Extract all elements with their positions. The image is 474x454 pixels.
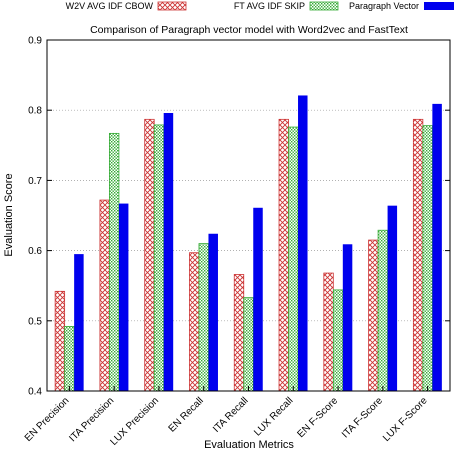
x-tick-label: LUX F-Score — [381, 395, 430, 444]
x-tick-label: LUX Precision — [108, 395, 161, 448]
x-tick-label: LUX Recall — [252, 395, 295, 438]
bars — [54, 95, 442, 392]
bar-paragraph-vector-en-recall — [208, 233, 218, 391]
y-tick-label: 0.4 — [28, 387, 42, 398]
bar-ft-avg-idf-skip-en-precision — [64, 326, 75, 392]
bar-w2v-avg-idf-cbow-lux-f-score — [412, 118, 424, 392]
bar-w2v-avg-idf-cbow-lux-precision — [144, 118, 155, 392]
y-tick-label: 0.5 — [28, 316, 42, 327]
bar-ft-avg-idf-skip-lux-f-score — [422, 125, 433, 392]
bar-ft-avg-idf-skip-en-f-score — [332, 289, 344, 392]
legend-label-w2v: W2V AVG IDF CBOW — [66, 1, 154, 11]
legend-label-paragraph-vector: Paragraph Vector — [349, 1, 419, 11]
x-tick-label: EN Recall — [167, 395, 206, 434]
y-tick-label: 0.7 — [28, 176, 42, 187]
legend: W2V AVG IDF CBOW FT AVG IDF SKIP Paragra… — [66, 1, 454, 11]
bar-paragraph-vector-ita-recall — [253, 207, 263, 391]
bar-paragraph-vector-lux-precision — [163, 113, 174, 391]
x-tick-label: ITA Recall — [211, 395, 250, 434]
legend-swatch-ft — [309, 1, 339, 11]
y-tick-label: 0.6 — [28, 246, 42, 257]
bar-ft-avg-idf-skip-ita-precision — [109, 132, 120, 392]
legend-label-ft: FT AVG IDF SKIP — [234, 1, 305, 11]
plot-frame — [46, 39, 451, 392]
bar-paragraph-vector-ita-precision — [118, 203, 129, 391]
bar-paragraph-vector-lux-f-score — [432, 103, 442, 391]
bar-ft-avg-idf-skip-lux-recall — [288, 126, 299, 392]
x-axis-title: Evaluation Metrics — [204, 439, 294, 451]
bar-w2v-avg-idf-cbow-ita-f-score — [368, 239, 379, 392]
bar-paragraph-vector-en-precision — [74, 254, 84, 391]
bar-ft-avg-idf-skip-en-recall — [198, 243, 209, 392]
bar-w2v-avg-idf-cbow-ita-precision — [99, 199, 110, 392]
bar-w2v-avg-idf-cbow-en-precision — [54, 290, 66, 392]
legend-swatch-w2v — [157, 1, 187, 11]
y-axis-title: Evaluation Score — [3, 173, 15, 256]
bar-ft-avg-idf-skip-ita-recall — [243, 297, 254, 392]
x-tick-label: EN Precision — [23, 395, 72, 444]
bar-ft-avg-idf-skip-ita-f-score — [377, 229, 388, 392]
bar-w2v-avg-idf-cbow-en-f-score — [323, 272, 334, 392]
legend-swatch-paragraph-vector — [424, 2, 454, 10]
bar-w2v-avg-idf-cbow-ita-recall — [233, 274, 245, 392]
bar-w2v-avg-idf-cbow-en-recall — [189, 252, 200, 392]
y-tick-label: 0.9 — [28, 36, 42, 47]
bar-ft-avg-idf-skip-lux-precision — [153, 124, 165, 392]
chart-title: Comparison of Paragraph vector model wit… — [90, 24, 408, 36]
bar-w2v-avg-idf-cbow-lux-recall — [278, 118, 289, 392]
bar-paragraph-vector-en-f-score — [342, 244, 353, 391]
x-tick-label: ITA Precision — [67, 395, 116, 444]
bar-paragraph-vector-lux-recall — [298, 95, 308, 392]
bar-paragraph-vector-ita-f-score — [387, 205, 398, 391]
x-tick-label: ITA F-Score — [340, 395, 385, 440]
y-tick-label: 0.8 — [28, 106, 42, 117]
x-tick-label: EN F-Score — [295, 395, 340, 440]
